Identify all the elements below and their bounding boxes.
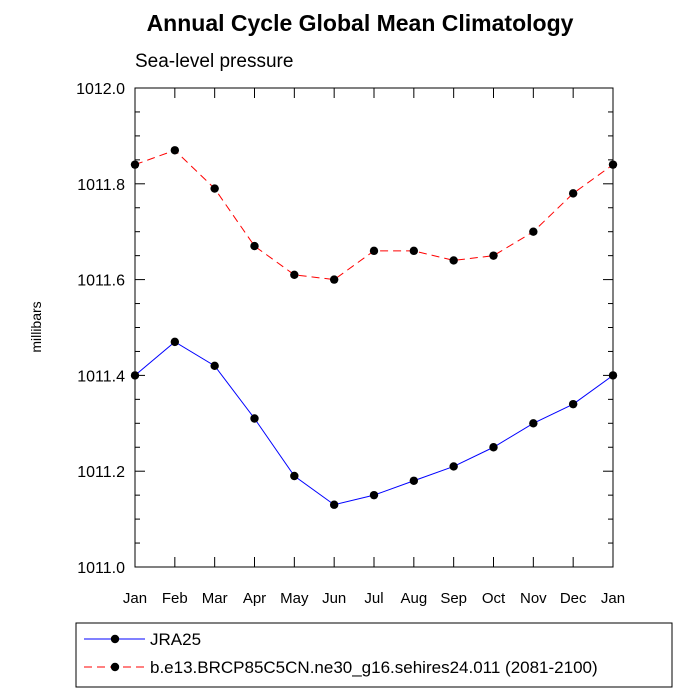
x-tick-label: Apr: [243, 590, 266, 607]
data-point: [250, 414, 259, 423]
x-tick-label: Feb: [162, 590, 188, 607]
data-point: [130, 160, 140, 169]
y-tick-label: 1012.0: [76, 81, 125, 98]
data-point: [409, 246, 419, 256]
series-line-1: [134, 341, 614, 506]
y-tick-label: 1011.4: [77, 368, 125, 385]
data-point: [250, 241, 259, 251]
data-point: [568, 399, 578, 409]
data-point: [449, 256, 458, 265]
data-point: [329, 275, 339, 284]
series-line-2: [134, 149, 614, 281]
chart-subtitle: Sea-level pressure: [135, 51, 293, 72]
data-point: [608, 160, 618, 169]
legend-marker-2: [110, 662, 120, 672]
x-tick-label: Aug: [400, 590, 427, 607]
x-tick-label: Jan: [601, 590, 625, 607]
x-tick-label: Jul: [364, 590, 383, 607]
legend-box: [75, 622, 673, 688]
data-point: [369, 490, 379, 500]
data-point: [329, 500, 339, 509]
data-point: [449, 462, 458, 471]
data-point: [170, 146, 180, 155]
data-point: [369, 246, 379, 256]
data-point: [170, 337, 180, 347]
y-tick-label: 1011.0: [77, 560, 125, 577]
x-tick-label: Mar: [202, 590, 228, 607]
y-tick-label: 1011.6: [77, 273, 125, 290]
chart-title: Annual Cycle Global Mean Climatology: [147, 10, 574, 36]
legend: JRA25 b.e13.BRCP85C5CN.ne30_g16.sehires24…: [75, 622, 673, 688]
y-axis-label: millibars: [28, 301, 44, 352]
x-tick-label: May: [280, 590, 309, 607]
data-point: [608, 371, 618, 380]
y-tick-label: 1011.2: [77, 464, 125, 481]
data-point: [529, 419, 538, 428]
legend-label-1: JRA25: [150, 630, 201, 649]
plot-area: 1011.0 1011.2 1011.4 1011.6 1011.8 1012.0 Jan F…: [76, 81, 625, 607]
data-point: [210, 361, 219, 371]
data-point: [210, 184, 219, 193]
y-tick-label: 1011.8: [77, 177, 125, 194]
data-point: [489, 443, 498, 452]
data-point: [529, 227, 538, 236]
x-tick-label: Jan: [123, 590, 147, 607]
x-tick-label: Dec: [560, 590, 587, 607]
x-tick-label: Jun: [322, 590, 346, 607]
x-tick-label: Oct: [482, 590, 506, 607]
x-tick-label: Sep: [440, 590, 467, 607]
data-point: [489, 251, 498, 260]
data-point: [290, 471, 299, 481]
legend-marker-1: [110, 634, 120, 644]
data-point: [290, 270, 299, 280]
legend-label-2: b.e13.BRCP85C5CN.ne30_g16.sehires24.011 …: [150, 658, 598, 677]
data-point: [130, 371, 140, 380]
data-point: [409, 476, 419, 485]
x-tick-label: Nov: [520, 590, 547, 607]
data-point: [568, 189, 578, 198]
